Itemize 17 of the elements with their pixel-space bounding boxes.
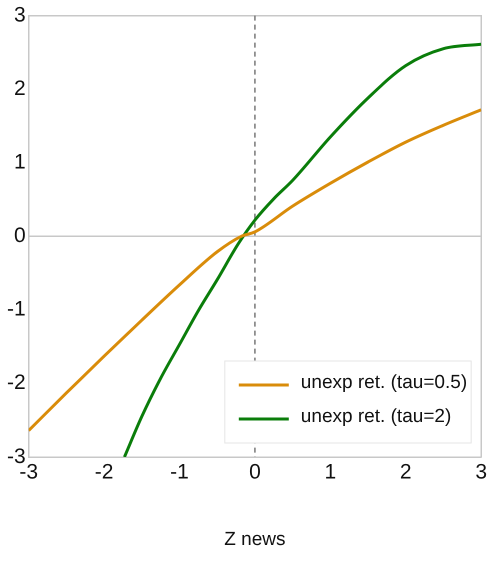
y-tick-label: -1 — [6, 298, 26, 321]
line-series — [28, 108, 482, 432]
y-tick-label: -2 — [6, 371, 26, 394]
legend-label: unexp ret. (tau=2) — [300, 406, 452, 428]
x-tick-label: 2 — [400, 460, 412, 484]
x-tick-label: 3 — [475, 460, 488, 484]
line-series — [122, 42, 482, 457]
y-tick-label: 3 — [14, 3, 26, 26]
x-tick-label: -1 — [170, 460, 189, 484]
x-tick-label: 0 — [249, 460, 261, 484]
y-tick-label: 1 — [14, 150, 26, 174]
legend-label: unexp ret. (tau=0.5) — [300, 372, 468, 394]
y-tick-label: 0 — [14, 224, 26, 248]
y-tick-label: 2 — [14, 76, 26, 100]
x-tick-label: -2 — [94, 460, 114, 484]
x-axis-title: Z news — [224, 528, 286, 550]
x-tick-label: 1 — [324, 460, 336, 484]
